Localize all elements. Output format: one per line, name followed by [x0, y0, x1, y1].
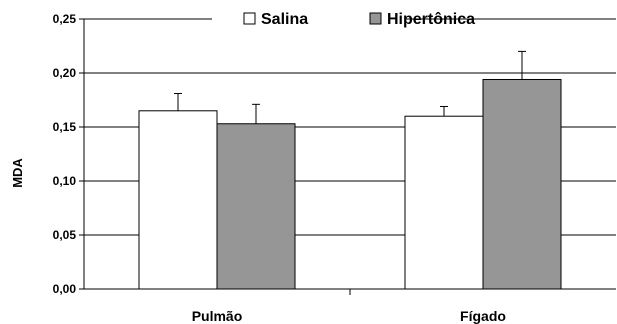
y-tick-label: 0,00	[53, 282, 77, 296]
bar	[216, 123, 296, 290]
legend-swatch	[243, 12, 256, 25]
y-tick-label: 0,25	[53, 12, 77, 26]
legend-swatch	[369, 12, 382, 25]
bars	[138, 50, 562, 290]
bar	[482, 78, 562, 290]
legend-label: Salina	[261, 11, 308, 28]
legend: Salina Hipertônica	[212, 7, 475, 31]
axes	[79, 18, 616, 295]
category-label: Fígado	[460, 308, 506, 324]
bar	[138, 110, 218, 290]
y-tick-labels: 0,00 0,05 0,10 0,15 0,20 0,25	[53, 12, 77, 296]
bar	[404, 115, 484, 290]
category-label: Pulmão	[192, 308, 243, 324]
y-tick-label: 0,05	[53, 228, 77, 242]
category-labels: Pulmão Fígado	[192, 308, 506, 324]
y-tick-label: 0,20	[53, 66, 77, 80]
legend-label: Hipertônica	[387, 11, 475, 28]
y-axis-label: MDA	[10, 158, 25, 188]
y-tick-label: 0,15	[53, 120, 77, 134]
y-tick-label: 0,10	[53, 174, 77, 188]
